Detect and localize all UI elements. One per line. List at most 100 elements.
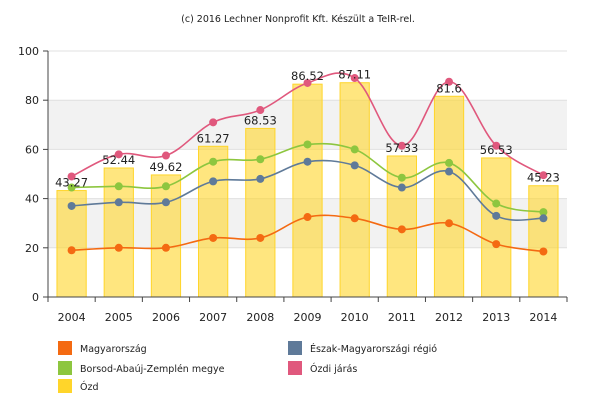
series-point [114,150,123,159]
x-tick-label: 2007 [199,311,227,324]
line-series [67,213,548,256]
series-point [350,214,359,223]
bar-series [56,82,559,298]
y-tick-label: 0 [32,291,39,304]
legend-swatch [288,341,302,355]
series-point [256,106,265,115]
series-point [445,167,454,176]
legend: Magyarország Észak-Magyarországi régió Bor… [58,341,437,393]
legend-item: Borsod-Abaúj-Zemplén megye [58,361,225,375]
series-point [256,174,265,183]
chart-credit: (c) 2016 Lechner Nonprofit Kft. Készült … [181,14,415,25]
series-point [397,183,406,192]
series-point [67,183,76,192]
bar-data-label: 49.62 [149,160,182,174]
series-point [539,171,548,180]
legend-label: Magyarország [80,344,147,355]
y-tick-label: 40 [25,193,39,206]
y-tick-label: 80 [25,94,39,107]
data-labels: 43.27 52.44 49.62 61.27 68.53 86.52 87.11 57.33… [55,68,560,190]
series-point [445,158,454,167]
x-tick-label: 2010 [341,311,369,324]
series-point [161,198,170,207]
series-point [209,177,218,186]
x-tick-label: 2014 [529,311,557,324]
series-point [539,214,548,223]
x-tick-label: 2009 [294,311,322,324]
line-series [67,140,548,217]
legend-label: Ózd [80,381,99,393]
bar [150,174,182,298]
line-series [67,72,548,181]
y-tick-label: 100 [18,45,39,58]
series-point [256,233,265,242]
bar [433,95,465,298]
series-point [492,199,501,208]
series-point [161,182,170,191]
x-tick-label: 2005 [105,311,133,324]
series-point [67,246,76,255]
series-point [350,161,359,170]
series-point [539,208,548,217]
legend-swatch [58,361,72,375]
x-tick-label: 2013 [482,311,510,324]
bar-data-label: 43.27 [55,176,88,190]
line-series [67,157,548,223]
series-point [492,211,501,220]
x-tick-label: 2012 [435,311,463,324]
bar [339,82,370,298]
bar-data-label: 52.44 [102,153,135,167]
x-tick-label: 2006 [152,311,180,324]
bar-data-label: 87.11 [338,68,371,82]
legend-item: Magyarország [58,341,147,355]
series-point [492,240,501,249]
series-point [209,233,218,242]
bar-data-label: 45.23 [527,171,560,185]
x-tick-label: 2011 [388,311,416,324]
series-point [303,78,312,87]
series-point [397,173,406,182]
series-point [67,201,76,210]
series-point [303,213,312,222]
series-point [114,182,123,191]
series-point [397,141,406,150]
legend-item: Ózdi járás [288,361,357,375]
series-point [209,118,218,127]
x-tick-label: 2008 [246,311,274,324]
line-series-group [67,72,548,256]
bar-data-label: 68.53 [244,113,277,127]
bar [245,127,276,298]
series-point [539,247,548,256]
series-point [445,77,454,86]
series-point [303,157,312,166]
legend-label: Észak-Magyarországi régió [310,343,437,355]
series-point [445,219,454,228]
series-point [256,155,265,164]
bar [198,145,229,298]
bar-data-label: 61.27 [197,131,230,145]
series-point [492,141,501,150]
series-point [114,198,123,207]
bar [481,157,512,298]
series-point [161,243,170,252]
series-point [209,157,218,166]
legend-item: Ózd [58,379,99,393]
series-line [71,72,544,178]
legend-swatch [58,341,72,355]
legend-label: Ózdi járás [310,363,357,375]
series-point [350,74,359,83]
axes: 0 20 40 60 80 100 2004 2005 2006 2007 2008 2009 2010… [18,45,568,324]
legend-item: Észak-Magyarországi régió [288,341,437,355]
bar-data-label: 86.52 [291,69,324,83]
series-point [67,172,76,181]
bar [292,83,323,298]
y-tick-label: 60 [25,143,39,156]
y-tick-label: 20 [25,242,39,255]
series-point [161,151,170,160]
bar-data-label: 81.6 [436,81,462,95]
bar [528,185,559,298]
series-point [114,243,123,252]
bar-data-label: 57.33 [385,141,418,155]
